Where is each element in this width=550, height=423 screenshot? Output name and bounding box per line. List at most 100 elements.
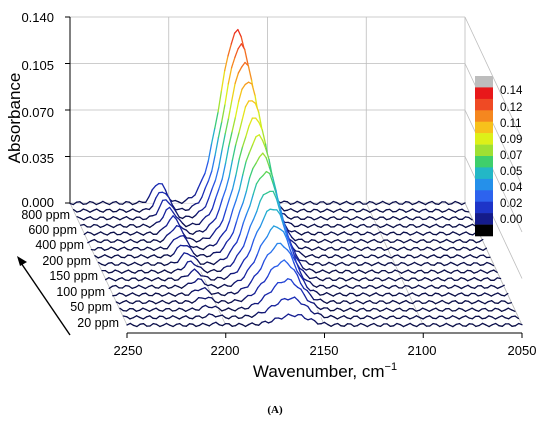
spectrum-segment [194, 210, 200, 216]
spectrum-segment [399, 223, 404, 228]
spectrum-segment [300, 314, 306, 319]
spectrum-series [112, 242, 509, 297]
spectrum-segment [503, 292, 509, 297]
spectrum-segment [419, 223, 424, 228]
spectrum-segment [283, 278, 289, 283]
spectrum-segment [461, 292, 466, 296]
spectrum-segment [375, 308, 381, 312]
z-axis: 800 ppm 600 ppm 400 ppm 200 ppm 150 ppm … [17, 208, 119, 336]
spectrum-segment [303, 216, 309, 220]
spectrum-segment [251, 100, 257, 104]
spectrum-segment [175, 307, 180, 312]
spectrum-segment [211, 217, 217, 223]
spectrum-segment [382, 300, 387, 305]
spectrum-segment [132, 300, 137, 305]
spectrum-segment [446, 261, 452, 266]
spectrum-segment [314, 239, 319, 244]
spectrum-segment [267, 269, 272, 278]
spectrum-segment [134, 270, 139, 274]
spectrum-segment [348, 262, 353, 267]
spectrum-segment [258, 134, 264, 141]
spectrum-segment [117, 254, 122, 258]
spectrum-segment [197, 271, 202, 277]
spectrum-segment [295, 257, 301, 263]
spectrum-segment [153, 254, 159, 258]
spectrum-segment [438, 209, 443, 213]
spectrum-segment [300, 288, 305, 296]
spectrum-segment [235, 131, 240, 146]
spectrum-segment [341, 277, 347, 282]
spectrum-segment [187, 271, 192, 277]
spectrum-segment [507, 302, 512, 305]
spectrum-segment [227, 43, 232, 57]
spectrum-segment [484, 300, 489, 305]
spectrum-segment [155, 307, 161, 312]
spectrum-segment [335, 277, 340, 281]
spectrum-segment [258, 152, 264, 158]
spectrum-segment [238, 146, 244, 160]
spectrum-segment [252, 183, 258, 196]
spectrum-segment [420, 269, 426, 274]
spectrum-segment [418, 216, 424, 221]
spectrum-segment [392, 224, 398, 229]
spectrum-segment [191, 194, 196, 199]
spectrum-segment [331, 246, 336, 251]
spectrum-segment [270, 286, 276, 293]
spectrum-segment [320, 231, 326, 236]
spectrum-segment [507, 315, 513, 320]
spectrum-segment [423, 246, 428, 251]
spectrum-segment [215, 225, 221, 230]
spectrum-segment [153, 262, 159, 266]
spectrum-segment [340, 224, 345, 229]
spectrum-segment [186, 245, 192, 249]
spectrum-segment [149, 224, 154, 229]
spectrum-segment [210, 127, 216, 145]
colorbar-label: 0.11 [500, 118, 522, 130]
colorbar-label: 0.14 [500, 85, 523, 97]
spectrum-segment [359, 208, 364, 212]
spectrum-segment [352, 201, 358, 206]
spectrum-segment [422, 323, 428, 327]
spectrum-segment [461, 300, 466, 304]
spectrum-segment [138, 307, 144, 311]
spectrum-segment [176, 244, 182, 249]
spectrum-segment [265, 156, 271, 168]
spectrum-segment [289, 242, 294, 254]
spectrum-segment [444, 277, 449, 282]
spectrum-segment [410, 254, 415, 259]
spectrum-segment [149, 322, 154, 327]
spectrum-segment [339, 300, 345, 304]
colorbar-label: 0.12 [500, 102, 522, 114]
spectrum-segment [224, 145, 230, 165]
spectrum-segment [240, 276, 245, 282]
spectrum-segment [231, 116, 237, 133]
spectrum-segment [459, 246, 464, 251]
spectrum-segment [354, 254, 359, 259]
spectrum-segment [201, 206, 207, 211]
spectrum-segment [253, 231, 258, 241]
spectrum-segment [257, 299, 263, 305]
spectrum-segment [132, 224, 138, 228]
spectrum-segment [431, 200, 437, 205]
spectrum-segment [128, 285, 133, 290]
colorbar-band [475, 178, 493, 191]
spectrum-segment [248, 167, 254, 179]
spectrum-segment [102, 216, 108, 221]
spectrum-segment [234, 322, 240, 327]
spectrum-segment [295, 254, 300, 261]
spectrum-segment [414, 277, 419, 282]
spectrum-segment [211, 297, 216, 303]
spectrum-segment [286, 201, 292, 205]
spectrum-segment [232, 241, 238, 247]
spectrum-segment [243, 269, 249, 278]
spectrum-segment [418, 307, 424, 311]
x-tick-label: 2050 [508, 343, 537, 358]
spectrum-segment [312, 269, 317, 274]
spectrum-segment [225, 237, 231, 243]
spectrum-segment [482, 261, 488, 266]
spectrum-segment [382, 209, 387, 213]
spectrum-segment [337, 239, 342, 243]
spectrum-segment [363, 315, 368, 319]
spectrum-segment [371, 269, 376, 273]
